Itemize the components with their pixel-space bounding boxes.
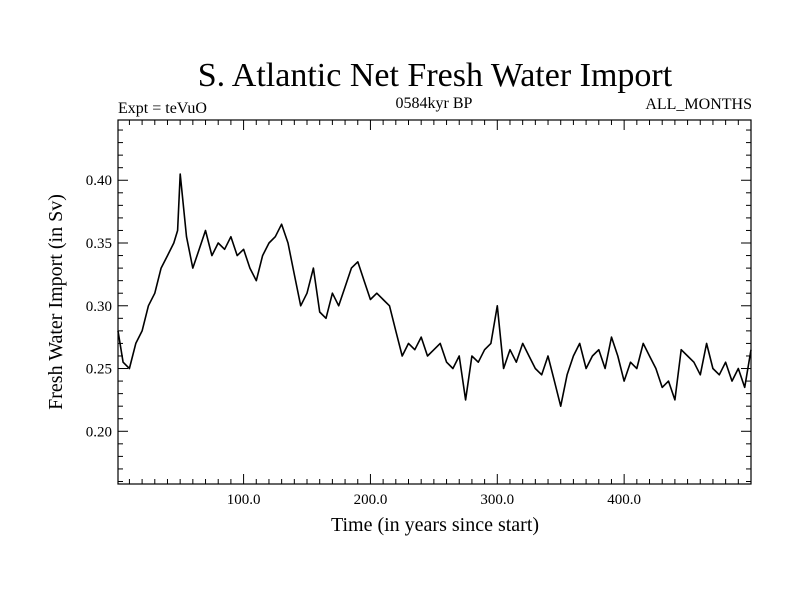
y-axis-label: Fresh Water Import (in Sv) (45, 194, 67, 410)
months-label: ALL_MONTHS (645, 96, 752, 113)
plot-frame (117, 119, 752, 485)
period-label: 0584kyr BP (396, 95, 473, 112)
x-tick-label: 200.0 (354, 492, 388, 508)
series-line (117, 173, 752, 407)
x-tick-label: 400.0 (607, 492, 641, 508)
y-tick-label: 0.25 (86, 362, 112, 378)
y-tick-label: 0.30 (86, 299, 112, 315)
x-tick-label: 300.0 (480, 492, 514, 508)
x-tick-label: 100.0 (227, 492, 261, 508)
axis-ticks (118, 120, 751, 484)
experiment-label: Expt = teVuO (118, 100, 207, 117)
chart-title: S. Atlantic Net Fresh Water Import (198, 57, 673, 94)
y-tick-label: 0.20 (86, 424, 112, 440)
y-tick-label: 0.35 (86, 236, 112, 252)
axis-tick-labels: 100.0 200.0 300.0 400.0 0.20 0.25 0.30 0.35 0.40 (86, 173, 641, 508)
x-axis-label: Time (in years since start) (331, 514, 539, 536)
y-tick-label: 0.40 (86, 173, 112, 189)
